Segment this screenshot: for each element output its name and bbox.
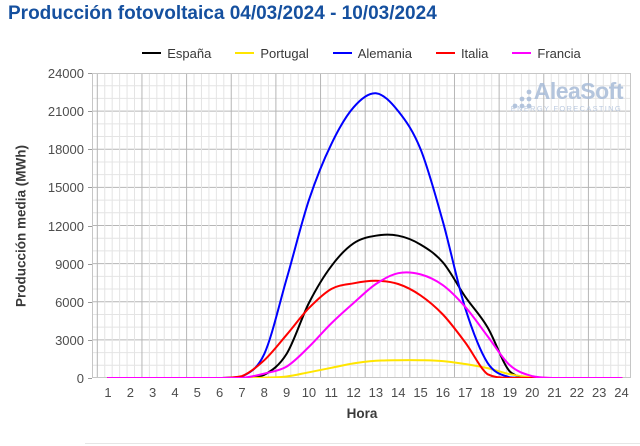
plot-area: AleaSoft ENERGY FORECASTING	[92, 73, 631, 378]
x-tick-label: 14	[391, 385, 406, 400]
x-tick-label: 19	[502, 385, 518, 400]
x-tick-label: 18	[480, 385, 495, 400]
legend-item-españa[interactable]: España	[142, 47, 211, 60]
y-tick-label: 18000	[47, 142, 84, 158]
y-tick-label: 0	[76, 371, 84, 386]
y-tick-label: 9000	[55, 256, 84, 272]
bottom-divider	[85, 443, 640, 444]
legend-line-icon	[235, 52, 255, 54]
x-tick-label: 23	[591, 385, 607, 400]
y-tick-mark	[88, 73, 92, 74]
x-tick-label: 1	[104, 385, 112, 400]
legend-item-alemania[interactable]: Alemania	[332, 45, 412, 61]
chart-legend: España Portugal Alemania Italia Francia	[92, 44, 631, 62]
x-tick-label: 6	[216, 385, 224, 400]
y-tick-label: 15000	[47, 180, 84, 196]
x-tick-label: 9	[282, 385, 291, 400]
x-tick-label: 2	[126, 385, 134, 400]
x-tick-label: 24	[614, 385, 629, 400]
x-tick-label: 13	[368, 385, 384, 400]
y-tick-label: 6000	[55, 294, 84, 310]
x-tick-label: 7	[238, 385, 246, 400]
y-tick-label: 3000	[55, 332, 84, 348]
x-tick-label: 11	[324, 385, 339, 400]
aleasoft-dots-icon	[512, 89, 532, 109]
legend-item-francia[interactable]: Francia	[512, 45, 581, 61]
x-tick-label: 17	[457, 385, 473, 400]
x-tick-label: 10	[301, 385, 317, 400]
legend-label: Portugal	[260, 45, 309, 61]
y-tick-mark	[88, 378, 92, 379]
y-tick-label: 12000	[47, 218, 84, 234]
y-tick-label: 24000	[47, 66, 84, 81]
y-tick-mark	[88, 301, 92, 303]
plot-svg	[92, 73, 631, 378]
legend-item-italia[interactable]: Italia	[435, 45, 489, 61]
legend-label: España	[167, 45, 212, 61]
legend-item-portugal[interactable]: Portugal	[235, 45, 309, 61]
x-tick-label: 21	[547, 385, 562, 400]
aleasoft-logo-name: AleaSoft	[533, 78, 624, 104]
legend-line-icon	[332, 52, 352, 54]
aleasoft-logo: AleaSoft ENERGY FORECASTING	[510, 78, 624, 114]
legend-line-icon	[142, 52, 162, 54]
x-tick-label: 12	[346, 385, 361, 400]
y-axis-title: Producción media (MWh)	[13, 145, 29, 307]
x-tick-label: 3	[149, 385, 157, 400]
y-tick-label: 21000	[47, 104, 84, 120]
x-axis-title: Hora	[346, 406, 378, 421]
x-tick-label: 5	[193, 385, 201, 400]
x-tick-label: 16	[435, 385, 451, 400]
y-tick-mark	[88, 149, 92, 151]
y-tick-mark	[88, 187, 92, 189]
y-tick-mark	[88, 111, 92, 113]
legend-line-icon	[512, 52, 532, 54]
y-tick-mark	[88, 263, 92, 265]
x-tick-label: 20	[524, 385, 540, 400]
x-tick-label: 22	[569, 385, 585, 400]
chart-title: Producción fotovoltaica 04/03/2024 - 10/…	[8, 3, 437, 24]
legend-label: Alemania	[357, 45, 412, 61]
y-tick-mark	[88, 225, 92, 227]
series-alemania	[107, 92, 601, 378]
legend-label: Italia	[460, 45, 489, 61]
y-tick-mark	[88, 339, 92, 341]
series-italia	[107, 279, 623, 378]
x-tick-label: 8	[260, 385, 268, 400]
x-tick-label: 4	[171, 385, 179, 400]
aleasoft-logo-tagline: ENERGY FORECASTING	[510, 104, 622, 113]
legend-label: Francia	[537, 45, 581, 61]
series-francia	[107, 271, 623, 378]
legend-line-icon	[435, 52, 455, 54]
x-tick-label: 15	[413, 385, 428, 400]
